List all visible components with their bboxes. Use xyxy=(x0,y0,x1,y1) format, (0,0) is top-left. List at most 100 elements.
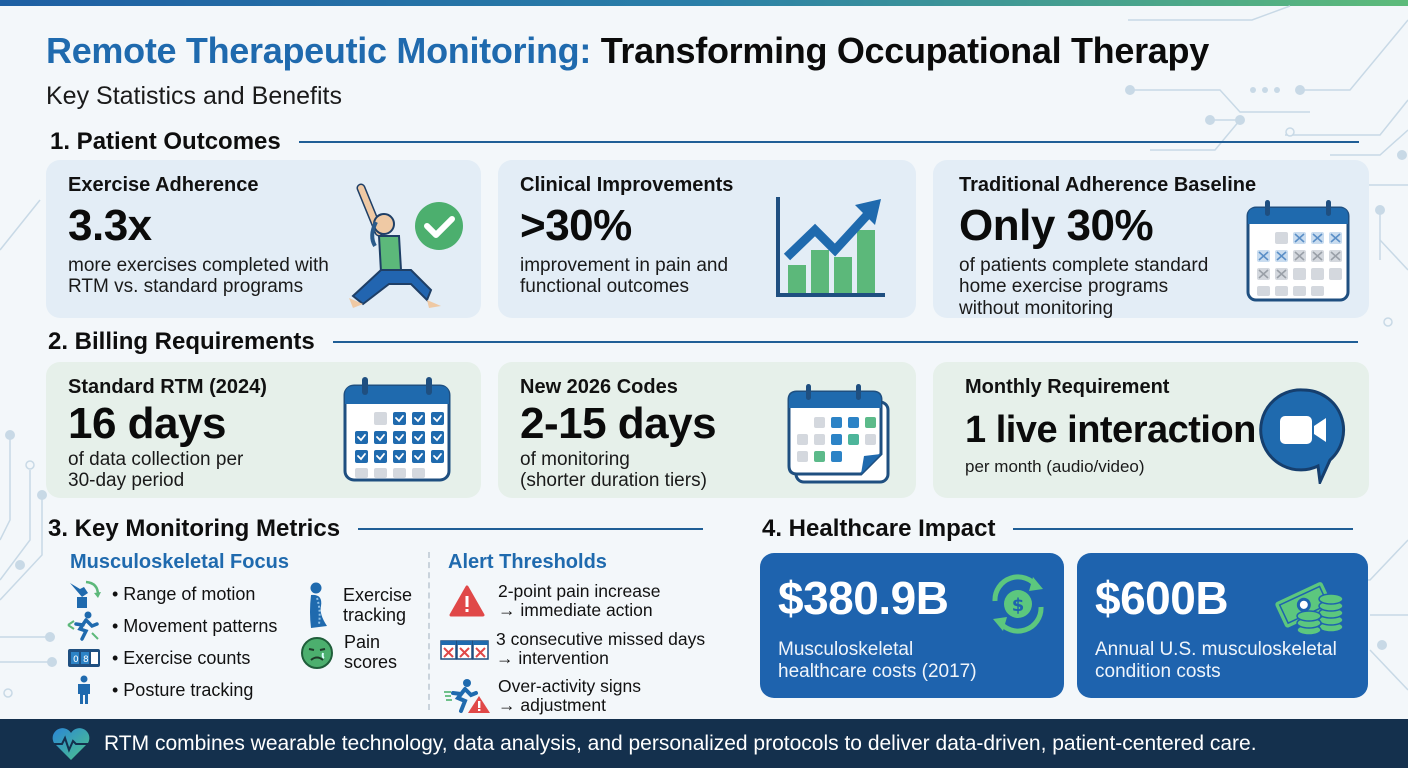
card-desc: of patients complete standard home exerc… xyxy=(959,255,1347,319)
icon-wrap xyxy=(442,585,492,617)
running-warning-icon xyxy=(444,679,490,714)
standing-person-icon xyxy=(78,675,90,704)
calendar-tiers-icon xyxy=(787,384,890,484)
card-desc: of data collection per 30-day period xyxy=(68,449,459,492)
desc-line: functional outcomes xyxy=(520,276,689,298)
alert-line: 3 consecutive missed days xyxy=(496,629,706,649)
card-value: 3.3x xyxy=(68,201,152,250)
msk-focus-heading: Musculoskeletal Focus xyxy=(70,551,289,573)
section-title: 4. Healthcare Impact xyxy=(762,515,996,542)
alert-missed-days: 3 consecutive missed days → intervention xyxy=(440,629,706,669)
metric-text: Pain scores xyxy=(344,632,398,673)
icon-wrap xyxy=(440,637,490,661)
alert-line: → adjustment xyxy=(498,695,606,716)
section-title: 2. Billing Requirements xyxy=(48,328,315,355)
running-person-icon xyxy=(67,611,99,641)
card-label: Exercise Adherence xyxy=(68,174,259,196)
metrics-divider xyxy=(428,552,430,710)
desc-line: 30-day period xyxy=(68,470,185,492)
section-title: 3. Key Monitoring Metrics xyxy=(48,515,341,542)
section-rule xyxy=(298,141,1359,143)
desc-line: of patients complete standard xyxy=(959,255,1209,277)
alert-text: Over-activity signs → adjustment xyxy=(498,676,641,716)
title-dark-part: Transforming Occupational Therapy xyxy=(600,30,1210,71)
card-value: 16 days xyxy=(68,399,226,448)
metric-label: • Posture tracking xyxy=(112,679,254,700)
card-clinical-improvements: Clinical Improvements >30% improvement i… xyxy=(498,160,916,318)
footer-text: RTM combines wearable technology, data a… xyxy=(104,731,1257,755)
alert-line: Over-activity signs xyxy=(498,676,641,696)
trending-up-chart-icon xyxy=(776,197,885,297)
card-traditional-baseline: Traditional Adherence Baseline Only 30% … xyxy=(933,160,1369,319)
section-rule xyxy=(358,528,704,530)
card-label: Traditional Adherence Baseline xyxy=(959,174,1257,196)
impact-desc: Musculoskeletal healthcare costs (2017) xyxy=(778,639,1046,683)
desc-line: improvement in pain and xyxy=(520,255,729,277)
impact-value: $600B xyxy=(1095,572,1229,624)
card-value: 2-15 days xyxy=(520,399,717,448)
metric-line: scores xyxy=(344,651,398,672)
desc-line: Musculoskeletal xyxy=(778,639,914,660)
card-value: 1 live interaction xyxy=(965,409,1256,451)
alert-line: → intervention xyxy=(496,648,609,669)
card-monthly-requirement: Monthly Requirement 1 live interaction p… xyxy=(933,362,1369,498)
section-impact-heading: 4. Healthcare Impact xyxy=(762,515,1354,543)
alert-pain-increase: 2-point pain increase → immediate action xyxy=(442,581,661,621)
card-label: Monthly Requirement xyxy=(965,376,1170,398)
desc-line: of monitoring xyxy=(520,449,630,471)
section-metrics-heading: 3. Key Monitoring Metrics xyxy=(48,515,704,543)
metric-line: Exercise xyxy=(343,585,413,606)
alert-thresholds-heading: Alert Thresholds xyxy=(448,551,607,573)
pain-face-icon xyxy=(301,636,333,669)
alert-line: 2-point pain increase xyxy=(498,581,661,601)
title-blue-part: Remote Therapeutic Monitoring: xyxy=(46,30,592,71)
desc-line: Annual U.S. musculoskeletal xyxy=(1095,639,1337,660)
desc-line: condition costs xyxy=(1095,660,1221,682)
money-coins-icon xyxy=(1275,582,1344,636)
section-billing-heading: 2. Billing Requirements xyxy=(48,328,1358,356)
metric-label: • Movement patterns xyxy=(112,615,278,636)
card-label: New 2026 Codes xyxy=(520,376,678,398)
impact-value: $380.9B xyxy=(778,572,949,624)
calendar-checked-icon xyxy=(343,377,451,482)
yoga-pose-checkmark-icon xyxy=(349,183,463,308)
desc-line: without monitoring xyxy=(959,297,1114,319)
spine-icon xyxy=(310,582,327,628)
metric-posture-tracking: • Posture tracking xyxy=(66,675,253,705)
footer-banner: RTM combines wearable technology, data a… xyxy=(0,719,1408,768)
section-title: 1. Patient Outcomes xyxy=(50,128,281,155)
metric-range-of-motion: • Range of motion xyxy=(66,579,255,609)
card-label: Clinical Improvements xyxy=(520,174,734,196)
metric-label: • Exercise counts xyxy=(112,647,251,668)
svg-text:8: 8 xyxy=(83,655,89,665)
desc-line: of data collection per xyxy=(68,449,244,471)
desc-line: home exercise programs xyxy=(959,276,1169,298)
page-subtitle: Key Statistics and Benefits xyxy=(46,82,342,110)
card-desc: improvement in pain and functional outco… xyxy=(520,255,894,298)
impact-card-600b: $600B Annual U.S. musculoskeletal condit… xyxy=(1077,553,1368,698)
desc-line: more exercises completed with xyxy=(68,255,329,277)
video-call-icon xyxy=(1259,388,1346,484)
card-new-2026-codes: New 2026 Codes 2-15 days of monitoring (… xyxy=(498,362,916,498)
heart-pulse-icon xyxy=(52,727,90,760)
card-value: >30% xyxy=(520,201,632,250)
card-desc: more exercises completed with RTM vs. st… xyxy=(68,255,459,298)
svg-text:$: $ xyxy=(1012,595,1025,616)
metric-pain-scores: Pain scores xyxy=(300,632,398,673)
missed-days-calendar-icon xyxy=(440,640,489,660)
top-accent-bar xyxy=(0,0,1408,6)
alert-over-activity: Over-activity signs → adjustment xyxy=(442,676,641,716)
card-exercise-adherence: Exercise Adherence 3.3x more exercises c… xyxy=(46,160,481,318)
calendar-missed-days-icon xyxy=(1246,200,1350,302)
metric-movement-patterns: • Movement patterns xyxy=(66,611,277,641)
metric-text: Exercise tracking xyxy=(343,585,413,626)
metric-exercise-tracking: Exercise tracking xyxy=(305,582,412,630)
metric-label: • Range of motion xyxy=(112,583,256,604)
alert-line: → immediate action xyxy=(498,600,653,621)
alert-text: 3 consecutive missed days → intervention xyxy=(496,629,706,669)
alert-text: 2-point pain increase → immediate action xyxy=(498,581,661,621)
svg-text:0: 0 xyxy=(73,655,79,665)
metric-line: Pain xyxy=(344,632,381,652)
